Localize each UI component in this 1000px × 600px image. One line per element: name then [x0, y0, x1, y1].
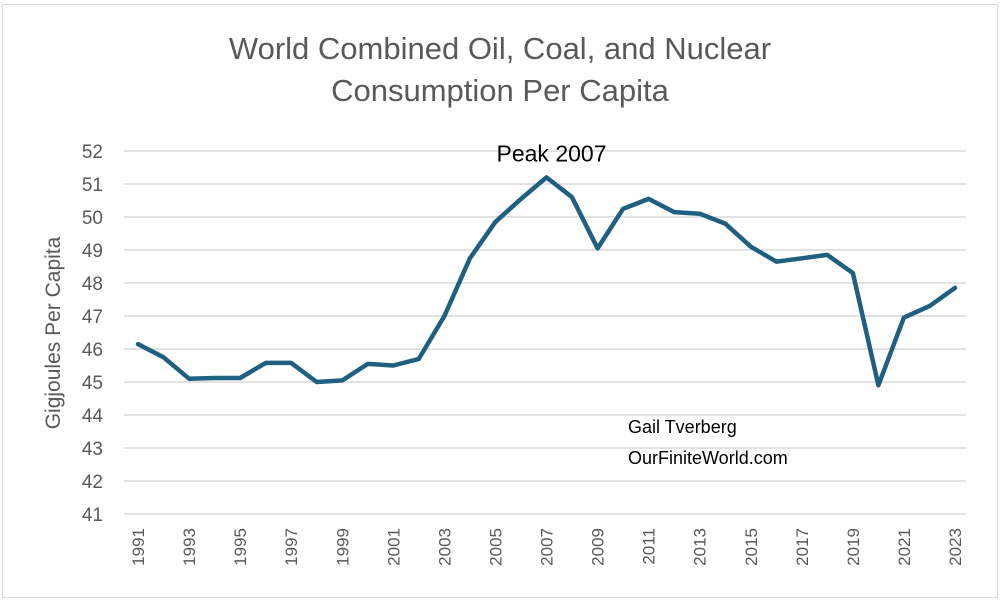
peak-annotation: Peak 2007	[497, 140, 607, 166]
x-tick-label: 2021	[895, 528, 914, 566]
y-tick-label: 47	[82, 307, 103, 328]
chart-frame	[2, 4, 998, 598]
x-tick-label: 2009	[589, 528, 608, 566]
chart-title-line2: Consumption Per Capita	[331, 73, 669, 108]
chart-title: World Combined Oil, Coal, and Nuclear Co…	[0, 28, 1000, 112]
x-tick-label: 1993	[180, 528, 199, 566]
x-tick-label: 2019	[844, 528, 863, 566]
chart-title-line1: World Combined Oil, Coal, and Nuclear	[228, 31, 772, 66]
y-tick-label: 48	[82, 274, 103, 295]
series-line	[135, 175, 958, 388]
y-tick-label: 42	[82, 472, 103, 493]
x-tick-label: 2005	[486, 528, 505, 566]
gridlines	[124, 150, 966, 515]
x-tick-label: 1995	[231, 528, 250, 566]
y-tick-label: 49	[82, 241, 103, 262]
x-tick-label: 2007	[538, 528, 557, 566]
x-tick-label: 2023	[946, 528, 965, 566]
y-tick-label: 44	[82, 406, 104, 427]
x-tick-label: 2017	[793, 528, 812, 566]
y-tick-label: 52	[82, 142, 103, 163]
y-tick-label: 41	[82, 505, 103, 526]
credit-website: OurFiniteWorld.com	[628, 448, 788, 468]
x-axis-ticks: 1991 1993 1995 1997 1999 2001 2003 2005 2007 2009…	[129, 528, 965, 566]
y-tick-label: 50	[82, 208, 103, 229]
y-tick-label: 51	[82, 175, 103, 196]
y-axis-label: Gigjoules Per Capita	[42, 236, 65, 429]
y-tick-label: 43	[82, 439, 103, 460]
x-tick-label: 2001	[384, 528, 403, 566]
x-tick-label: 1991	[129, 528, 148, 566]
x-tick-label: 2015	[742, 528, 761, 566]
y-axis-ticks: 41 42 43 44 45 46 47 48 49 50 51 52	[82, 142, 104, 526]
x-tick-label: 2013	[691, 528, 710, 566]
x-tick-label: 2003	[435, 528, 454, 566]
x-tick-label: 1997	[282, 528, 301, 566]
x-tick-label: 1999	[333, 528, 352, 566]
credit-author: Gail Tverberg	[628, 417, 737, 437]
series-group	[135, 175, 958, 388]
y-tick-label: 45	[82, 373, 103, 394]
x-tick-label: 2011	[640, 528, 659, 565]
y-tick-label: 46	[82, 340, 103, 361]
